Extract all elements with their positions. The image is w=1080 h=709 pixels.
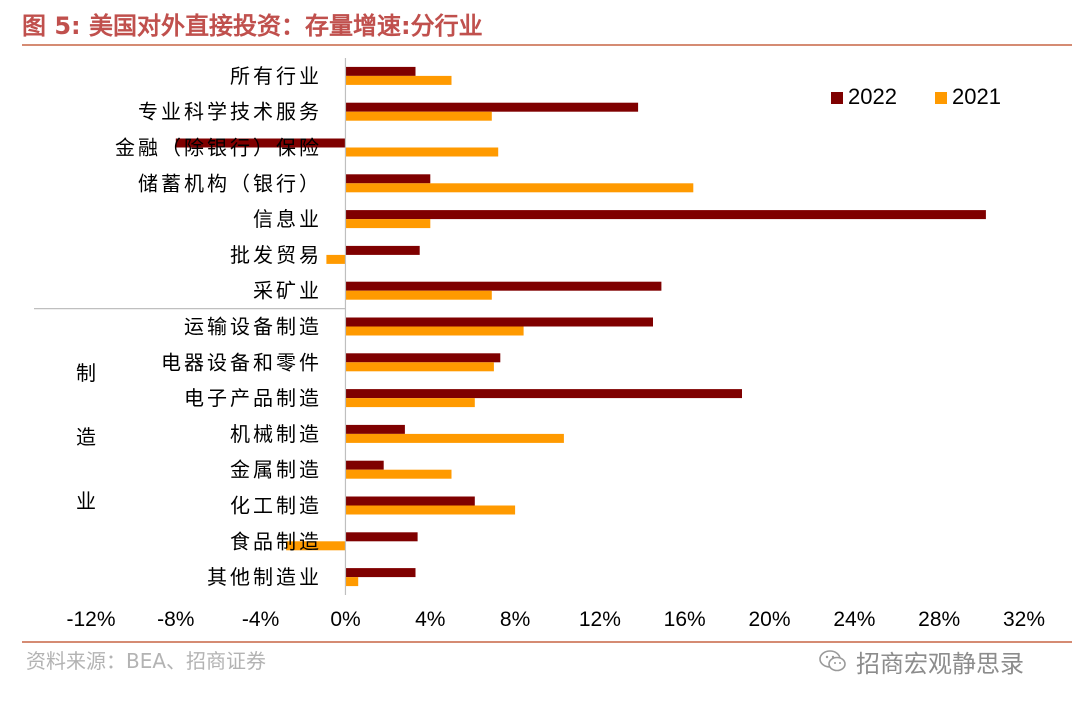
category-label-chemicals: 化工制造 [230, 494, 322, 518]
bar-2021-electrical-eq [345, 362, 494, 372]
bar-2021-machinery [345, 433, 564, 443]
footer-divider [22, 641, 1072, 643]
bar-2021-mining [345, 290, 492, 300]
x-tick-label: -12% [66, 608, 115, 631]
x-tick-label: 24% [833, 608, 875, 631]
bar-2021-professional [345, 111, 492, 121]
bar-2022-transport-eq [345, 317, 653, 327]
title-divider [22, 44, 1072, 46]
bar-2022-finance [175, 138, 346, 148]
category-label-metals: 金属制造 [230, 458, 322, 482]
bar-2021-information [345, 219, 431, 229]
bar-2021-other-mfg [345, 577, 359, 587]
bar-2022-chemicals [345, 496, 475, 506]
bar-2021-all [345, 75, 452, 85]
group-label: 制造业 [76, 361, 96, 513]
x-tick-label: -4% [242, 608, 279, 631]
bar-2022-wholesale [345, 245, 420, 255]
x-axis-ticks: -12% -8% -4% 0% 4% 8% 12% 16% 20% 24% 28% 32% [66, 608, 1045, 631]
bar-2022-professional [345, 102, 639, 112]
category-label-food: 食品制造 [230, 529, 322, 553]
legend-label-2021: 2021 [952, 84, 1001, 109]
group-label-char: 业 [76, 489, 96, 513]
legend-swatch-2021 [935, 92, 947, 104]
x-tick-label: 0% [330, 608, 360, 631]
chart-title: 图 5: 美国对外直接投资：存量增速:分行业 [22, 12, 483, 40]
bar-2021-electronics [345, 398, 475, 408]
group-label-char: 制 [76, 361, 96, 385]
x-tick-label: 32% [1003, 608, 1045, 631]
legend: 2022 2021 [831, 84, 1001, 109]
wechat-icon [819, 650, 846, 672]
group-label-char: 造 [76, 425, 96, 449]
bar-2021-metals [345, 469, 452, 479]
bar-2022-information [345, 210, 986, 220]
x-tick-label: 20% [748, 608, 790, 631]
bar-2022-food [345, 532, 418, 542]
legend-label-2022: 2022 [848, 84, 897, 109]
bar-2022-machinery [345, 424, 405, 434]
bar-2022-mining [345, 281, 662, 291]
category-label-information: 信息业 [253, 207, 322, 231]
bars-layer [175, 66, 986, 587]
bar-2022-metals [345, 460, 384, 470]
category-label-savings: 储蓄机构（银行） [138, 171, 322, 195]
x-tick-label: 8% [500, 608, 530, 631]
wechat-watermark: 招商宏观静思录 [818, 644, 1024, 678]
wechat-account-name: 招商宏观静思录 [856, 649, 1024, 678]
category-label-machinery: 机械制造 [230, 422, 322, 446]
x-tick-label: -8% [157, 608, 194, 631]
bar-2022-savings [345, 174, 431, 184]
category-label-finance: 金融（除银行）保险 [115, 136, 322, 160]
category-label-other-mfg: 其他制造业 [207, 565, 322, 589]
source-note: 资料来源：BEA、招商证券 [26, 649, 267, 673]
category-label-mining: 采矿业 [253, 279, 322, 303]
category-label-wholesale: 批发贸易 [230, 243, 322, 267]
bar-2022-electrical-eq [345, 353, 501, 363]
legend-swatch-2022 [831, 92, 843, 104]
bar-2022-electronics [345, 389, 742, 399]
category-label-all: 所有行业 [230, 64, 322, 88]
category-label-professional: 专业科学技术服务 [138, 100, 322, 124]
bar-2022-other-mfg [345, 568, 416, 578]
bar-2022-all [345, 66, 416, 76]
bar-2021-transport-eq [345, 326, 524, 336]
x-tick-label: 12% [579, 608, 621, 631]
category-label-transport-eq: 运输设备制造 [184, 315, 322, 339]
bar-2021-savings [345, 183, 694, 193]
x-tick-label: 16% [664, 608, 706, 631]
bar-2021-finance [345, 147, 499, 157]
category-label-electronics: 电子产品制造 [184, 386, 322, 410]
x-tick-label: 4% [415, 608, 445, 631]
category-label-electrical-eq: 电器设备和零件 [161, 350, 322, 374]
x-tick-label: 28% [918, 608, 960, 631]
bar-2021-chemicals [345, 505, 516, 515]
bar-2021-food [286, 541, 346, 551]
bar-2021-wholesale [326, 254, 346, 264]
